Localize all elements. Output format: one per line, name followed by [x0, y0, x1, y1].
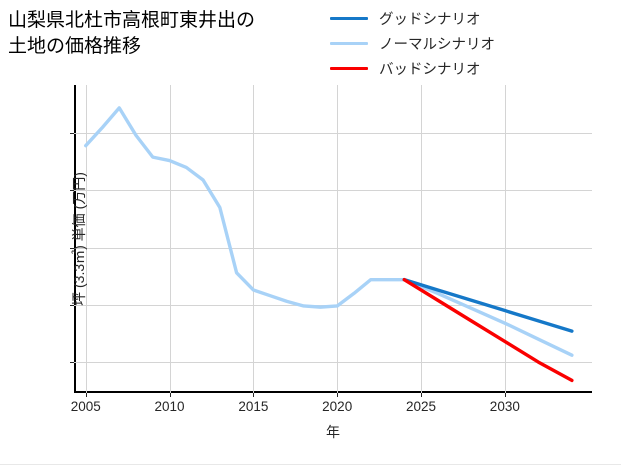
x-tick-mark [504, 393, 506, 397]
legend-color-swatch [330, 41, 368, 46]
legend-label: グッドシナリオ [379, 12, 481, 28]
series-line [402, 277, 574, 383]
x-tick-label: 2025 [405, 399, 437, 414]
x-tick-label: 2030 [489, 399, 520, 414]
gridline-horizontal [74, 133, 592, 135]
series-line [84, 106, 574, 357]
legend-color-swatch [330, 66, 368, 71]
x-tick-label: 2005 [70, 399, 101, 414]
gridline-vertical [85, 85, 87, 393]
gridline-horizontal [74, 190, 592, 192]
page-title: 山梨県北杜市高根町東井出の 土地の価格推移 [8, 10, 256, 57]
gridline-horizontal [74, 362, 592, 364]
series-line [402, 277, 574, 333]
gridline-vertical [504, 85, 506, 393]
legend-label: ノーマルシナリオ [379, 37, 495, 53]
y-tick-mark [70, 190, 74, 192]
gridline-vertical [169, 85, 171, 393]
y-axis-label: 坪 (3.3㎡) 単価 (万円) [70, 172, 87, 306]
legend-item[interactable]: ノーマルシナリオ [330, 31, 520, 56]
x-tick-mark [85, 393, 87, 397]
y-tick-mark [70, 304, 74, 306]
gridline-vertical [253, 85, 255, 393]
y-tick-mark [70, 247, 74, 249]
x-tick-label: 2015 [238, 399, 269, 414]
x-tick-mark [337, 393, 339, 397]
legend-item[interactable]: グッドシナリオ [330, 6, 520, 31]
legend-label: バッドシナリオ [379, 62, 481, 78]
plot-area: 2.02.53.03.54.0 200520102015202020252030… [70, 85, 592, 440]
x-axis-label: 年 [326, 424, 340, 440]
legend-color-swatch [330, 16, 368, 21]
x-tick-label: 2020 [322, 399, 353, 414]
plot-frame [74, 85, 592, 393]
gridline-horizontal [74, 247, 592, 249]
series-lines [84, 106, 574, 383]
legend-item[interactable]: バッドシナリオ [330, 56, 520, 81]
gridline-vertical [337, 85, 339, 393]
gridline-vertical [421, 85, 422, 393]
chart-legend: グッドシナリオ ノーマルシナリオ バッドシナリオ [330, 6, 520, 81]
y-tick-mark [70, 133, 74, 135]
x-tick-label: 2010 [154, 399, 185, 414]
x-tick-mark [253, 393, 255, 397]
y-tick-mark [70, 362, 74, 364]
x-tick-mark [421, 393, 422, 397]
x-tick-mark [169, 393, 171, 397]
